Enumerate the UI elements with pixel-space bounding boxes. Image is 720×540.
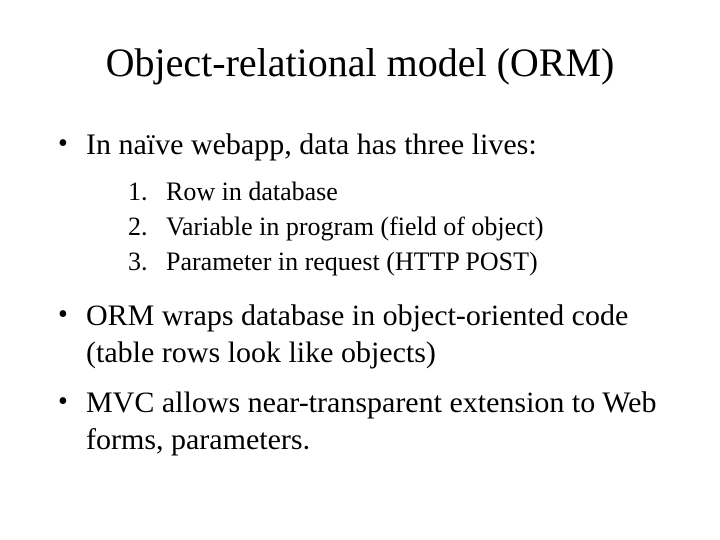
bullet-list: In naïve webapp, data has three lives: R… [48,126,672,459]
numbered-item: Row in database [128,174,672,209]
bullet-item: MVC allows near-transparent extension to… [54,384,672,459]
bullet-text: MVC allows near-transparent extension to… [86,386,656,457]
slide-title: Object-relational model (ORM) [48,40,672,86]
numbered-item: Variable in program (field of object) [128,209,672,244]
bullet-text: ORM wraps database in object-oriented co… [86,299,628,370]
bullet-text: In naïve webapp, data has three lives: [86,128,537,161]
numbered-item: Parameter in request (HTTP POST) [128,244,672,279]
bullet-item: In naïve webapp, data has three lives: R… [54,126,672,279]
bullet-item: ORM wraps database in object-oriented co… [54,297,672,372]
numbered-list: Row in database Variable in program (fie… [86,174,672,279]
slide: Object-relational model (ORM) In naïve w… [0,0,720,540]
